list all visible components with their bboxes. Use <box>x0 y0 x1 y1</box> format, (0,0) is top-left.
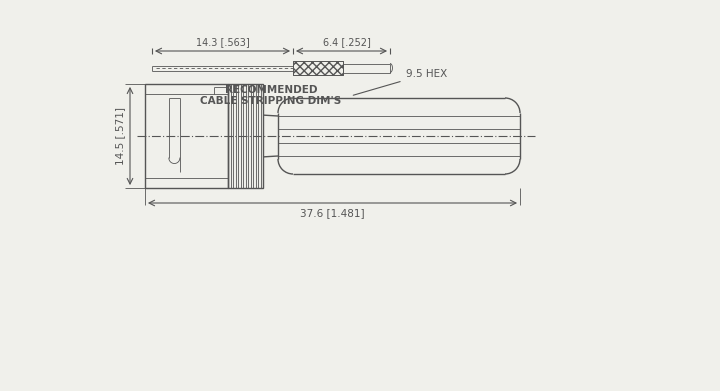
Text: 6.4 [.252]: 6.4 [.252] <box>323 37 370 47</box>
Text: 37.6 [1.481]: 37.6 [1.481] <box>300 208 365 218</box>
Text: RECOMMENDED: RECOMMENDED <box>225 85 318 95</box>
Bar <box>145 84 228 188</box>
Text: 14.5 [.571]: 14.5 [.571] <box>115 107 125 165</box>
Bar <box>228 84 263 188</box>
Text: 14.3 [.563]: 14.3 [.563] <box>196 37 249 47</box>
Text: CABLE STRIPPING DIM'S: CABLE STRIPPING DIM'S <box>200 96 341 106</box>
Text: 9.5 HEX: 9.5 HEX <box>354 69 447 95</box>
Bar <box>343 63 390 72</box>
Bar <box>293 61 343 75</box>
Bar <box>293 61 343 75</box>
